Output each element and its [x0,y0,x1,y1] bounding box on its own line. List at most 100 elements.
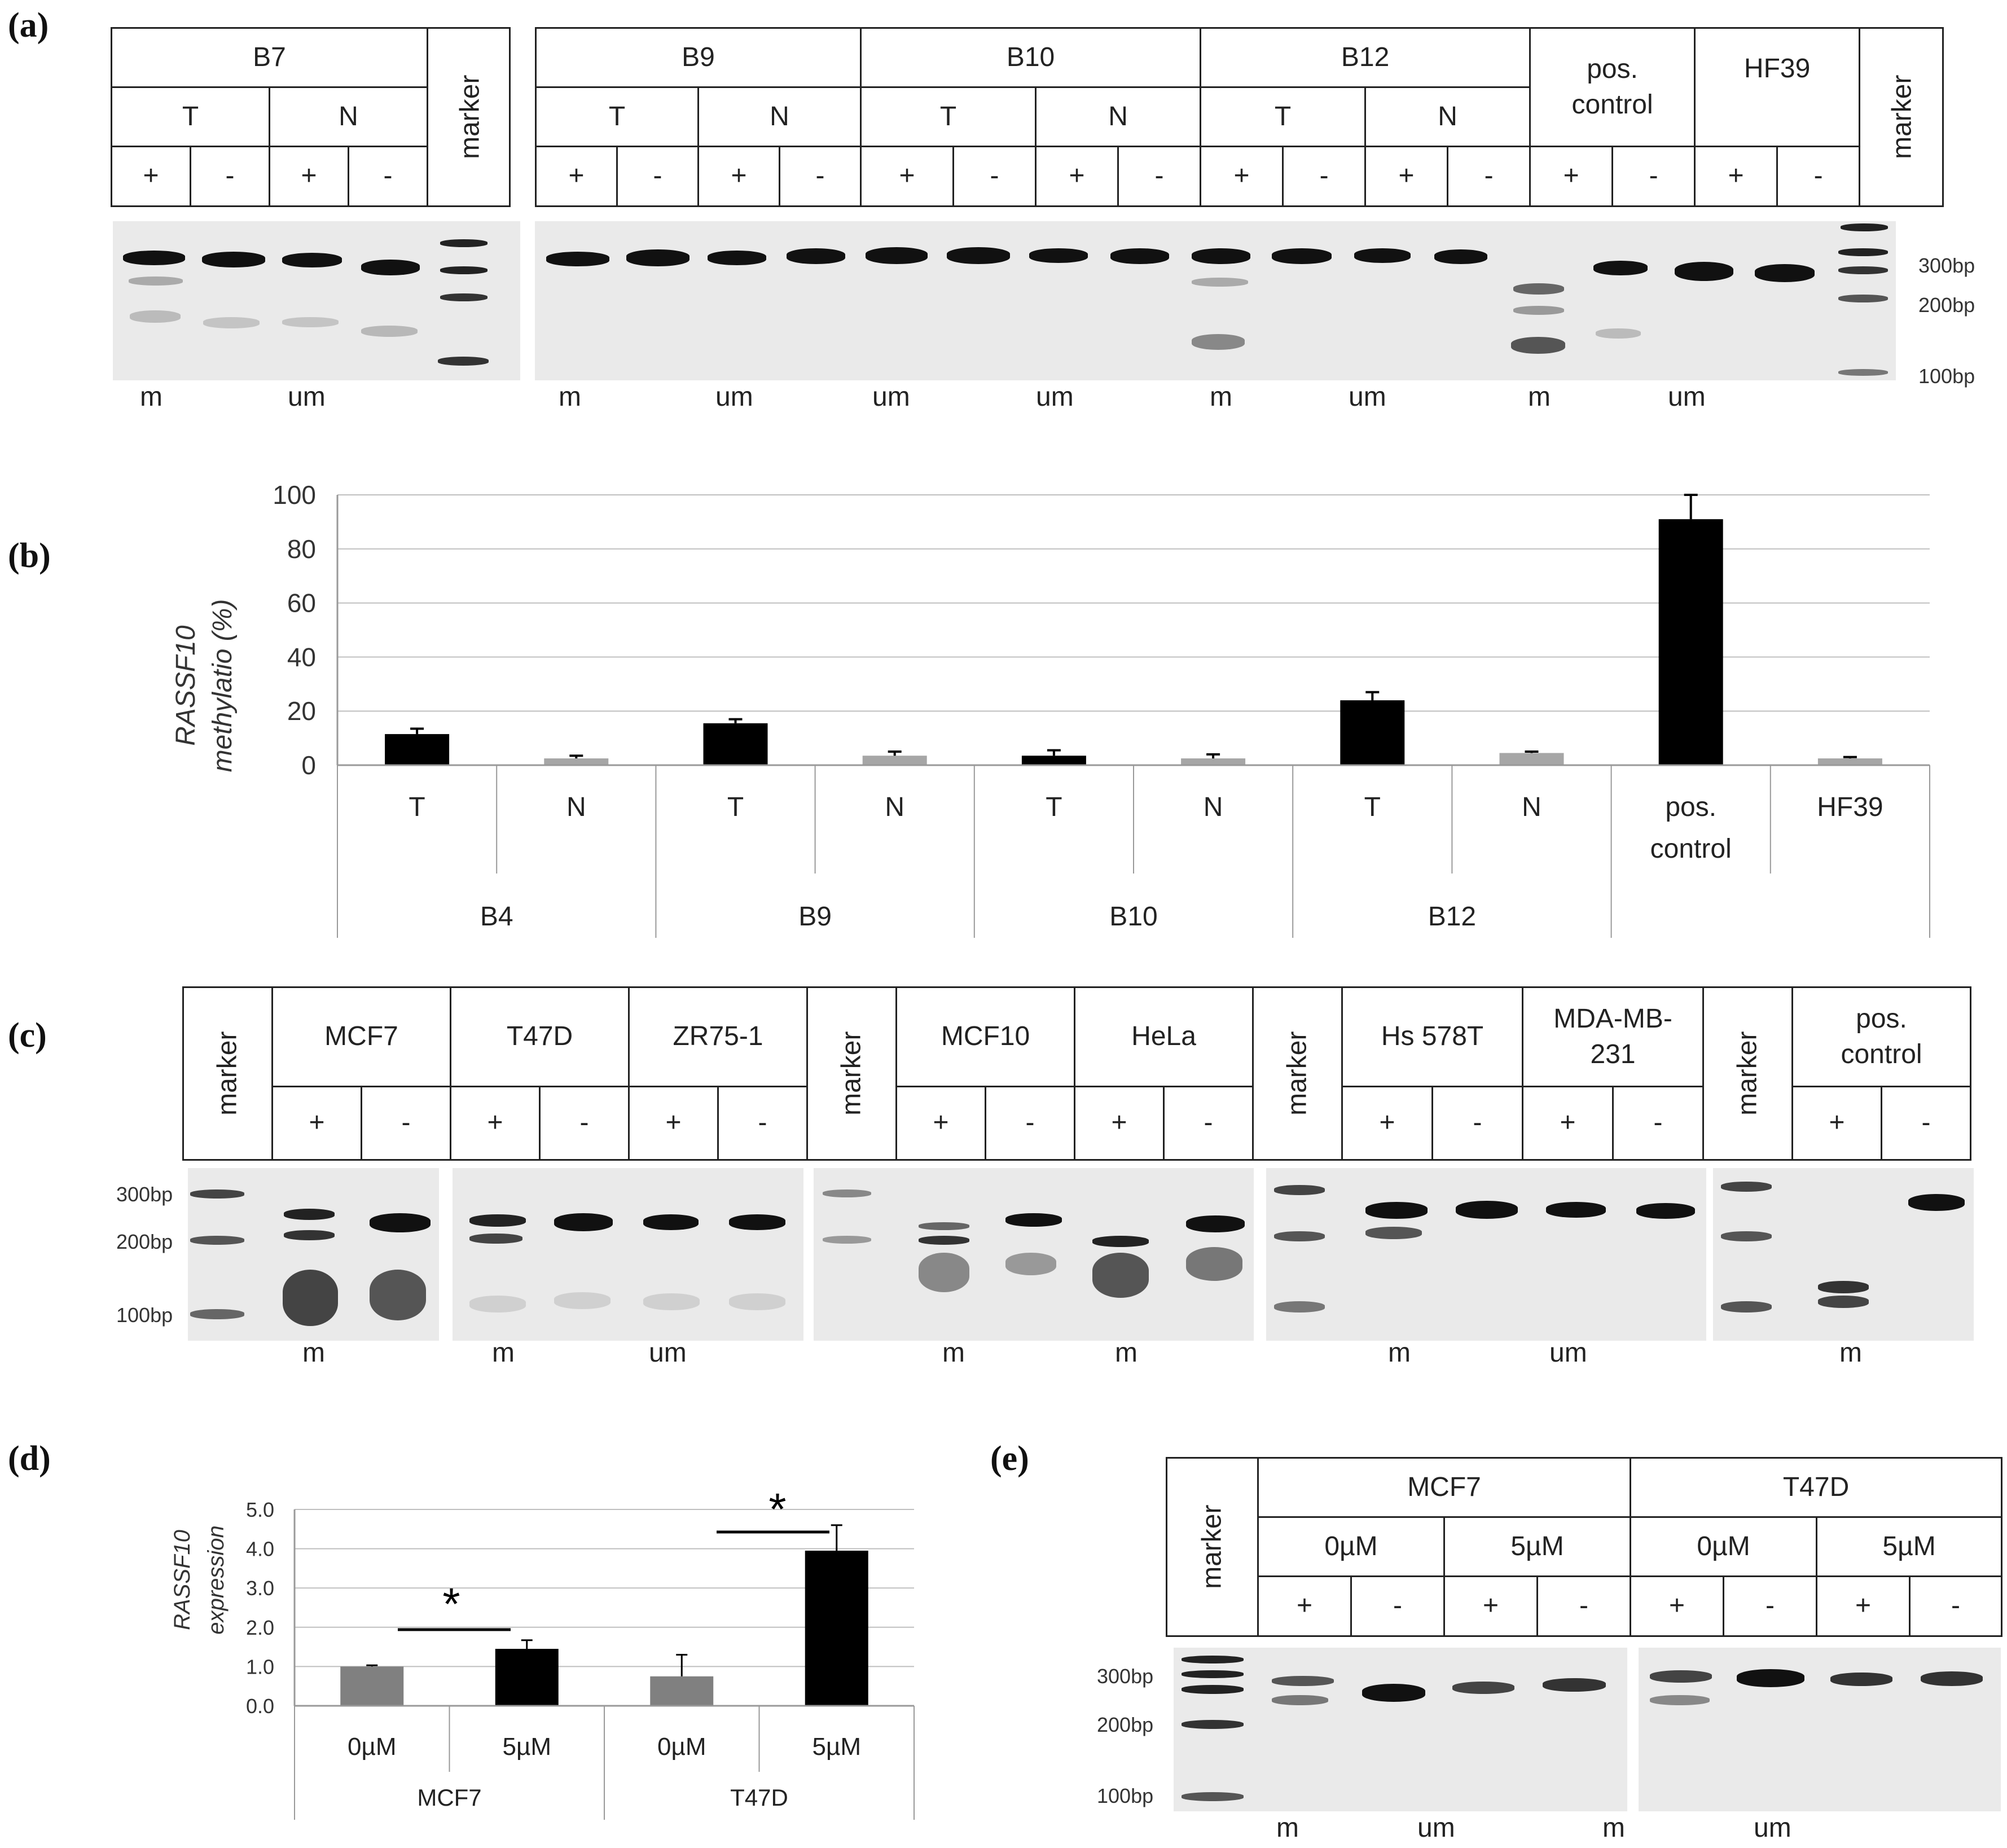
gel-band [1110,248,1169,264]
x-tick-label: T [727,792,744,822]
bar [1021,756,1086,765]
gel-image-c4 [1266,1168,1706,1341]
sample-label: B9 [534,27,862,88]
sign-label: + [860,146,955,207]
gel-band [919,1236,969,1245]
gel-band [440,266,488,274]
gel-band [554,1213,613,1231]
gel-band [626,249,690,266]
gel-band [1838,248,1888,256]
gel-band [1434,249,1487,264]
sign-label: - [1723,1575,1818,1637]
gel-band [729,1293,785,1310]
gel-band [1513,306,1564,315]
size-label: 100bp [1097,1784,1154,1807]
bar [1181,758,1246,765]
gel-band [1186,1247,1242,1281]
gel-band [370,1270,426,1320]
y-tick-label: 3.0 [246,1577,274,1600]
x-tick-label: 5µM [813,1733,861,1761]
sign-label: + [535,146,618,207]
gel-band [1543,1678,1606,1692]
x-tick-label: T [1046,792,1062,822]
sign-label: - [616,146,699,207]
gel-band [546,252,609,266]
y-tick-label: 60 [287,589,316,618]
methylation-label: m [942,1338,965,1368]
gel-band [1092,1236,1149,1247]
gel-band [1362,1684,1425,1702]
sign-label: + [895,1086,987,1161]
sign-label: - [347,146,429,207]
x-tick-label: 0µM [657,1733,706,1761]
y-axis-label: methylatio (%) [208,599,238,772]
sign-label: + [271,1086,362,1161]
size-label: 100bp [1918,365,1975,388]
x-tick-label: HF39 [1817,792,1883,822]
gel-band [284,1230,335,1240]
gel-band [823,1236,871,1244]
sign-label: + [1200,146,1284,207]
gel-band [1092,1253,1149,1298]
y-axis-label: RASSF10 [170,1530,195,1630]
methylation-label: um [1668,382,1706,412]
gel-band [1274,1185,1325,1195]
gel-band [1274,1301,1325,1313]
gel-band [1029,248,1088,263]
gel-image-a-right [535,221,1896,380]
y-tick-label: 100 [273,480,316,510]
x-tick-label: T [1364,792,1381,822]
panel-c-table: marker MCF7 T47D ZR75-1 marker MCF10 HeL… [182,986,1972,1161]
marker-header: marker [182,986,273,1161]
sign-label: - [952,146,1037,207]
sign-label: + [1443,1575,1538,1637]
cell-line-label: HeLa [1074,986,1254,1087]
gel-image-c2 [453,1168,803,1341]
gel-band [1182,1656,1244,1663]
cell-line-label: T47D [450,986,630,1087]
methylation-label: um [1549,1338,1587,1368]
methylation-label: um [649,1338,687,1368]
methylation-label: m [492,1338,515,1368]
sign-label: - [1612,1086,1705,1161]
methylation-label: m [1276,1813,1299,1843]
methylation-label: um [1417,1813,1455,1843]
x-tick-label: N [1522,792,1542,822]
cell-line-label: ZR75-1 [628,986,809,1087]
group-label: B10 [1109,902,1157,932]
gel-band [438,357,489,366]
bar [862,756,927,765]
gel-band [123,251,185,265]
size-label: 300bp [116,1183,173,1206]
panel-label-d: (d) [8,1439,51,1478]
gel-band [284,1209,335,1220]
group-label: B4 [480,902,513,932]
panel-a-left-table: B7 marker T N + - + - [110,27,511,207]
x-tick-label: pos. [1665,792,1716,822]
gel-image-a-left [113,221,520,380]
gel-band [1721,1231,1772,1241]
bar [1499,753,1564,765]
gel-band [1005,1213,1062,1227]
gel-band [947,247,1010,264]
gel-band [1818,1296,1869,1308]
sign-label: + [1074,1086,1165,1161]
sign-label: - [1611,146,1696,207]
gel-band [1272,1695,1328,1705]
gel-band [202,252,265,267]
cell-line-label: MCF10 [895,986,1076,1087]
cond-label: N [1364,86,1531,147]
y-axis-label: RASSF10 [171,625,201,746]
gel-band [440,239,488,247]
gel-band [469,1214,526,1227]
gel-band [1513,283,1564,295]
gel-band [1365,1202,1428,1219]
y-tick-label: 2.0 [246,1616,274,1639]
sign-label: + [697,146,780,207]
methylation-label: m [1210,382,1232,412]
significance-star: * [768,1484,786,1534]
pos-control-label: pos. control [1791,986,1972,1087]
gel-band [1721,1301,1772,1313]
size-label: 200bp [1918,293,1975,317]
gel-band [1921,1671,1983,1686]
